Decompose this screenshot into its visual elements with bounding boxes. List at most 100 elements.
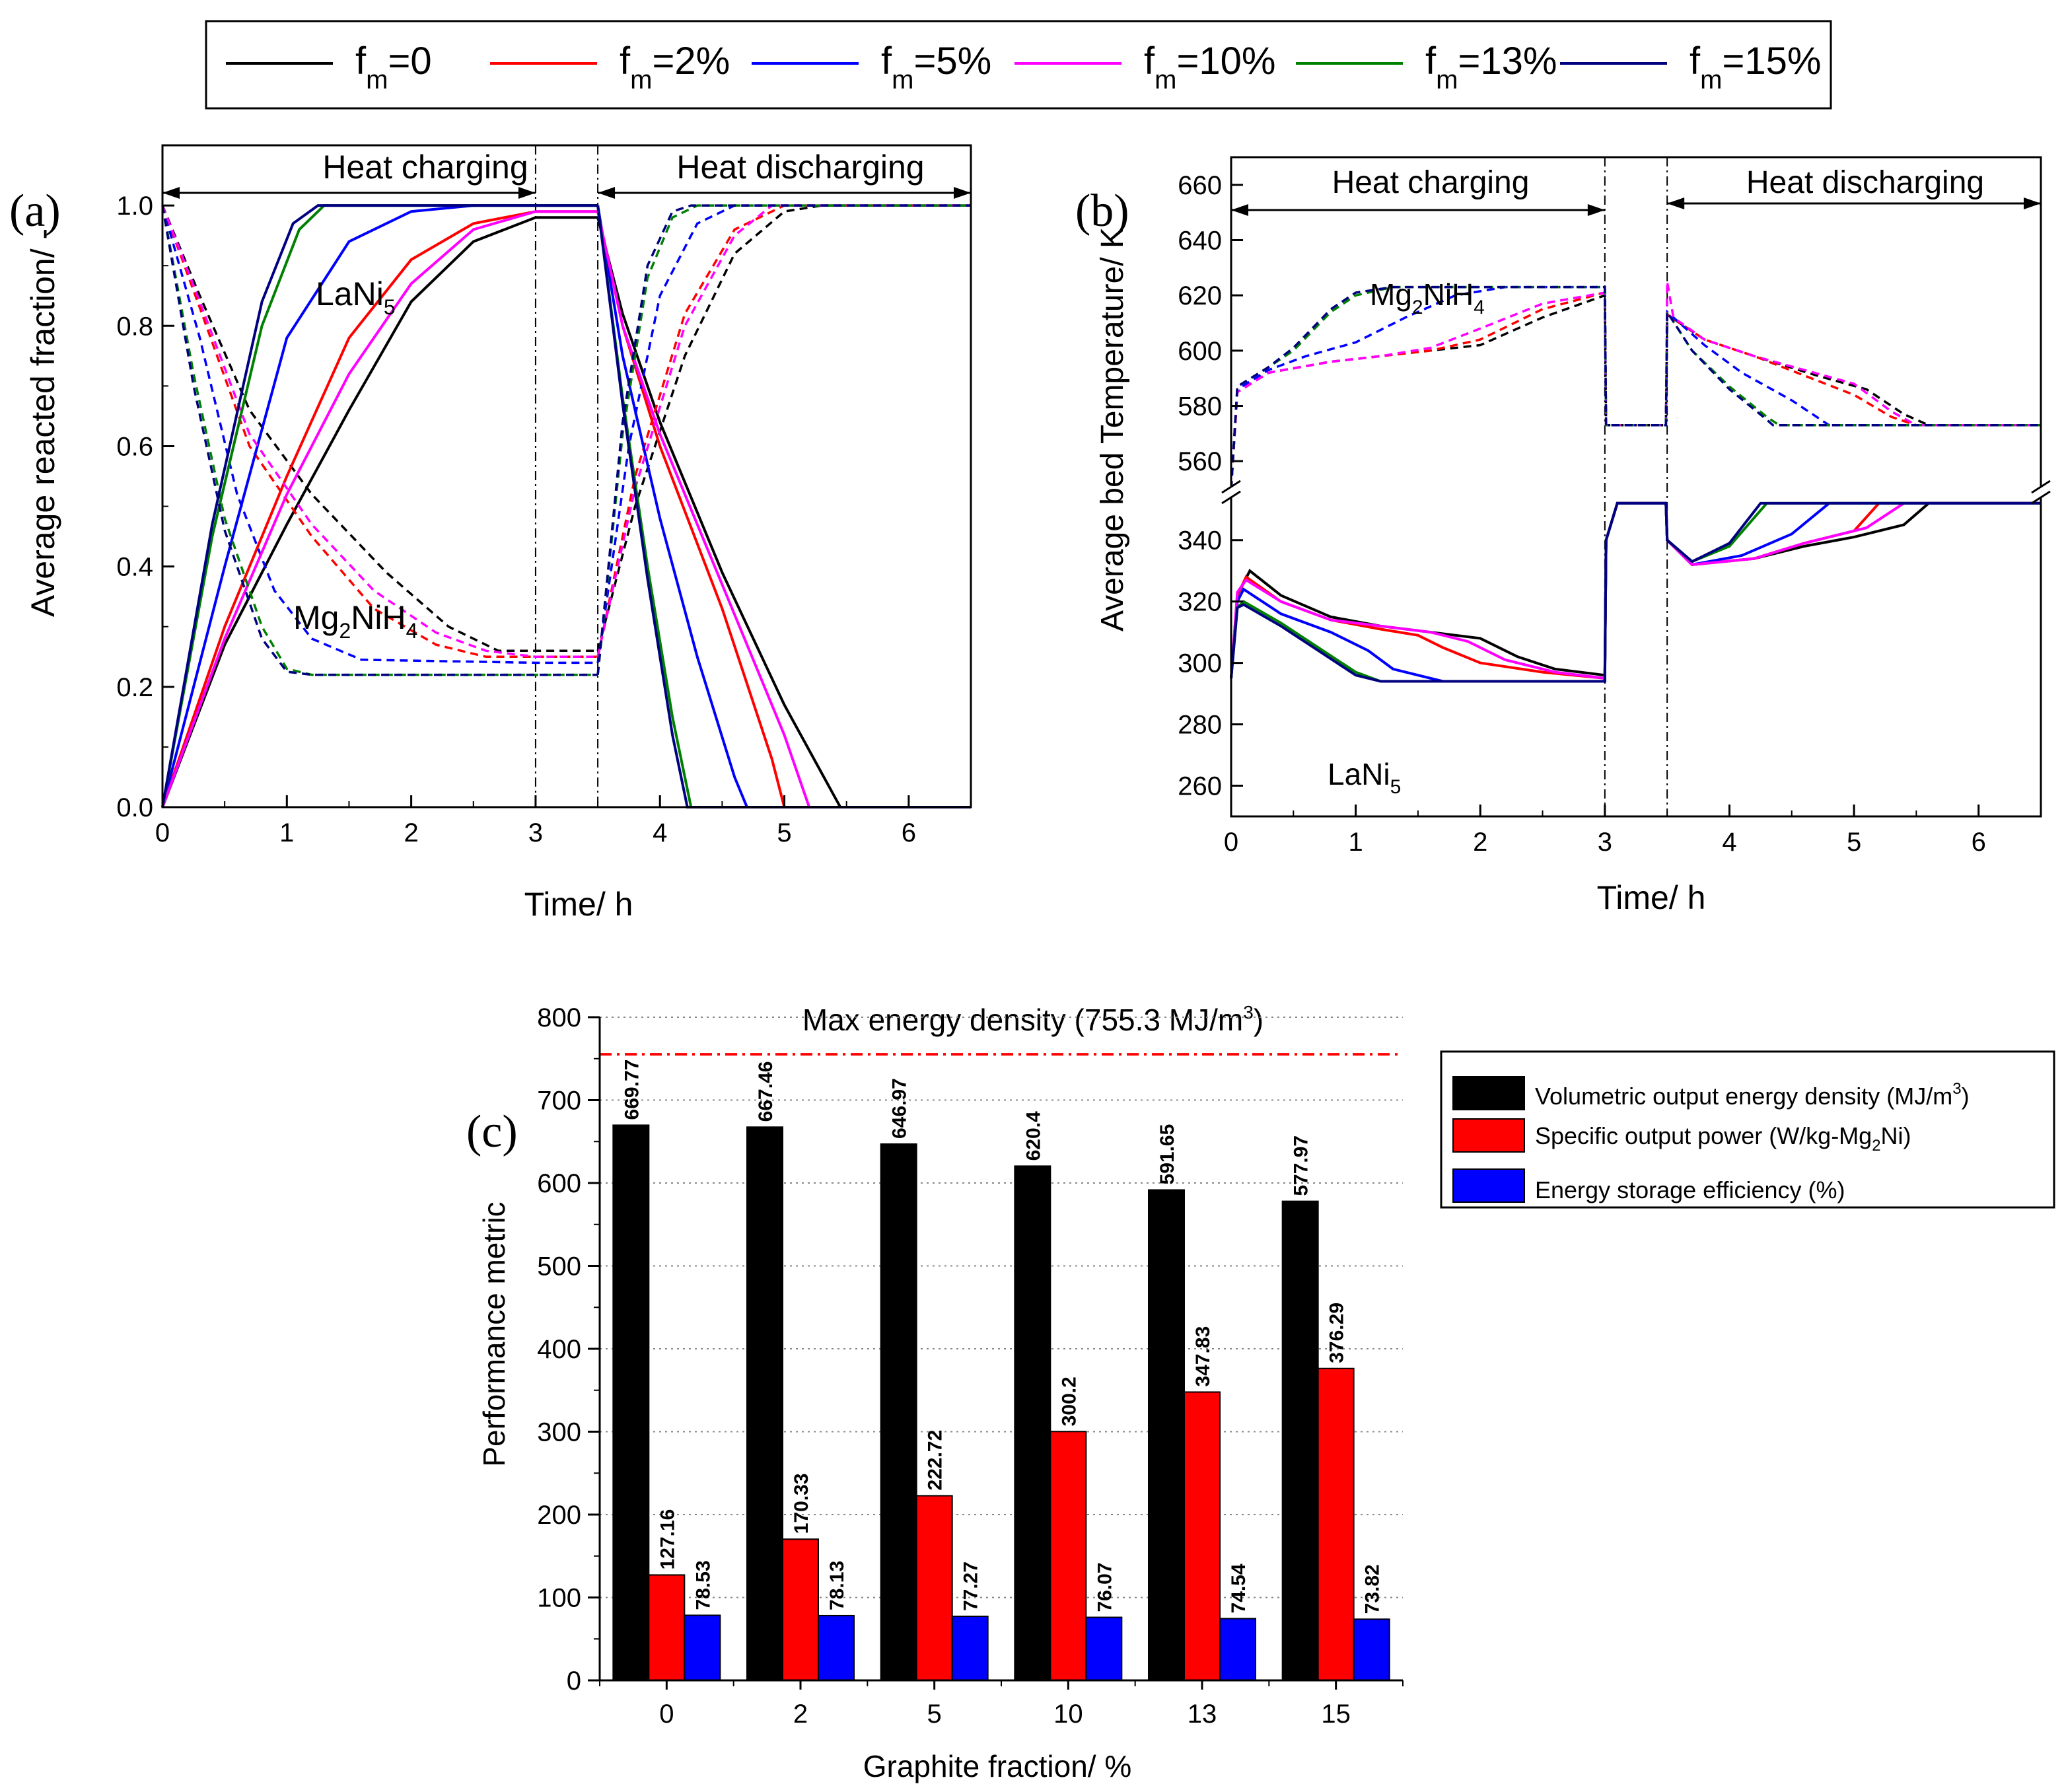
bar-volumetric-output-energy-density-15	[1281, 1200, 1319, 1682]
plot-frame-b	[1230, 156, 2042, 818]
bar-volumetric-output-energy-density-5	[880, 1143, 917, 1681]
series-a-fm=15%-lani5_discharge	[596, 205, 971, 808]
series-a-fm=2%-mg_discharge	[596, 204, 971, 657]
y-tick-label-a-4: 0.8	[116, 312, 153, 341]
annotation-lani5-a: LaNi5	[316, 275, 396, 319]
legend-label-1: fm=2%	[620, 40, 730, 94]
series-a-fm=15%-mg_charge	[161, 205, 598, 676]
arrow-discharging-a	[598, 187, 971, 199]
arrow-charging-a-head-left	[162, 187, 180, 199]
y-tick-label-c-4: 400	[537, 1335, 581, 1364]
x-tick-label-c-4: 13	[1188, 1700, 1217, 1729]
y-tick-label-a-2: 0.4	[116, 553, 153, 582]
data-label-energy-storage-efficiency-2: 78.13	[826, 1561, 848, 1610]
panel-label-c: (c)	[466, 1106, 518, 1157]
legend-swatch-output-power	[1452, 1118, 1525, 1153]
data-label-volumetric-output-energy-density-5: 646.97	[889, 1078, 911, 1139]
series-a-fm=0-mg_discharge	[596, 204, 971, 651]
annotation-mg2nih4-b: Mg2NiH4	[1370, 277, 1485, 318]
x-tick-label-c-5: 15	[1321, 1700, 1351, 1729]
series-b-mg-fm=5%	[1230, 285, 2041, 489]
y-tick-label-c-2: 200	[537, 1501, 581, 1530]
x-tick-label-c-1: 2	[793, 1700, 808, 1729]
y-tick-label-c-5: 500	[537, 1252, 581, 1281]
series-b-mg-fm=10%	[1230, 281, 2041, 489]
phase-label-charging-b: Heat charging	[1332, 165, 1530, 200]
y-tick-label-c-0: 0	[567, 1667, 581, 1696]
x-tick-label-c-0: 0	[659, 1700, 674, 1729]
y-tick-label-b-upper-1: 580	[1178, 392, 1222, 421]
arrow-charging-a	[162, 187, 536, 199]
x-tick-label-a-6: 6	[902, 818, 916, 847]
bar-specific-output-power-10	[1050, 1431, 1087, 1682]
y-tick-label-b-lower-1: 280	[1178, 711, 1222, 740]
x-tick-label-b-5: 5	[1847, 828, 1861, 857]
legend-label-4: fm=13%	[1425, 40, 1557, 94]
bar-specific-output-power-15	[1317, 1367, 1355, 1682]
bar-volumetric-output-energy-density-13	[1148, 1189, 1185, 1681]
y-tick-label-b-lower-2: 300	[1178, 649, 1222, 678]
data-label-specific-output-power-2: 170.33	[791, 1473, 812, 1534]
bar-volumetric-output-energy-density-10	[1014, 1165, 1051, 1681]
legend-label-2: fm=5%	[881, 40, 991, 94]
data-label-specific-output-power-13: 347.83	[1192, 1326, 1214, 1387]
axis-break-mark-1	[2031, 480, 2051, 494]
bar-specific-output-power-2	[782, 1538, 819, 1681]
series-b-mg-fm=15%	[1230, 285, 2041, 489]
data-label-volumetric-output-energy-density-2: 667.46	[755, 1061, 777, 1122]
y-tick-label-b-upper-4: 640	[1178, 227, 1222, 256]
y-tick-label-c-8: 800	[537, 1003, 581, 1032]
series-a-fm=15%-mg_discharge	[596, 204, 971, 675]
series-a-fm=15%-lani5_charge	[161, 204, 598, 808]
y-tick-label-c-1: 100	[537, 1584, 581, 1613]
phase-label-discharging-a: Heat discharging	[676, 149, 924, 186]
y-axis-label-b: Average bed Temperature/ K	[1095, 227, 1130, 631]
series-a-fm=0-mg_charge	[161, 205, 598, 652]
series-b-mg-fm=2%	[1230, 291, 2041, 489]
x-tick-label-b-4: 4	[1722, 828, 1736, 857]
arrow-discharging-a-head-right	[954, 187, 971, 199]
data-label-volumetric-output-energy-density-13: 591.65	[1157, 1124, 1178, 1185]
arrow-charging-a-head-right	[518, 187, 536, 199]
y-tick-label-a-5: 1.0	[116, 192, 153, 221]
series-b-mg-fm=13%	[1230, 285, 2041, 489]
data-label-energy-storage-efficiency-15: 73.82	[1362, 1564, 1384, 1614]
series-b-lani-fm=13%	[1230, 501, 2041, 683]
annotation-lani5-b: LaNi5	[1328, 757, 1401, 798]
data-label-energy-storage-efficiency-13: 74.54	[1228, 1563, 1250, 1613]
arrow-discharging-a-head-left	[598, 187, 616, 199]
top-legend: fm=0 fm=2% fm=5% fm=10% fm=13% fm=15%	[205, 20, 1832, 110]
legend-label-output-power: Specific output power (W/kg-Mg2Ni)	[1535, 1122, 1911, 1155]
x-tick-label-b-2: 2	[1473, 828, 1487, 857]
data-label-specific-output-power-0: 127.16	[657, 1509, 678, 1570]
x-tick-label-c-2: 5	[927, 1700, 942, 1729]
series-a-fm=10%-lani5_charge	[161, 210, 598, 808]
axis-break-mark-1	[2031, 490, 2051, 505]
y-axis-label-c: Performance metric	[477, 1201, 511, 1466]
legend-swatch-energy-density	[1452, 1076, 1525, 1110]
series-a-fm=0-lani5_discharge	[596, 217, 971, 808]
data-label-specific-output-power-15: 376.29	[1326, 1303, 1348, 1363]
bar-energy-storage-efficiency-0	[684, 1614, 721, 1681]
panel-c: (c) Performance metric Graphite fraction…	[466, 1002, 2055, 1783]
bar-energy-storage-efficiency-13	[1219, 1618, 1256, 1682]
bar-specific-output-power-5	[915, 1495, 953, 1681]
series-a-fm=13%-mg_charge	[161, 205, 598, 676]
data-label-energy-storage-efficiency-10: 76.07	[1094, 1562, 1116, 1612]
x-tick-label-c-3: 10	[1053, 1700, 1083, 1729]
bar-specific-output-power-0	[648, 1574, 686, 1682]
data-label-energy-storage-efficiency-5: 77.27	[960, 1561, 982, 1611]
axis-break-mark-0	[1221, 490, 1241, 505]
series-a-fm=13%-lani5_discharge	[596, 205, 971, 808]
annotation-mg2nih4-a: Mg2NiH4	[293, 599, 417, 643]
bar-energy-storage-efficiency-15	[1353, 1618, 1390, 1682]
series-b-lani-fm=0	[1230, 501, 2041, 679]
data-label-specific-output-power-5: 222.72	[925, 1430, 946, 1491]
arrow-charging-b-head-left	[1231, 204, 1248, 216]
legend-frame-c	[1440, 1050, 2055, 1209]
arrow-charging-b	[1231, 204, 1605, 216]
y-tick-label-b-upper-2: 600	[1178, 337, 1222, 366]
series-a-fm=2%-mg_charge	[161, 205, 598, 659]
x-tick-label-a-5: 5	[777, 818, 791, 847]
bar-volumetric-output-energy-density-0	[612, 1124, 650, 1681]
